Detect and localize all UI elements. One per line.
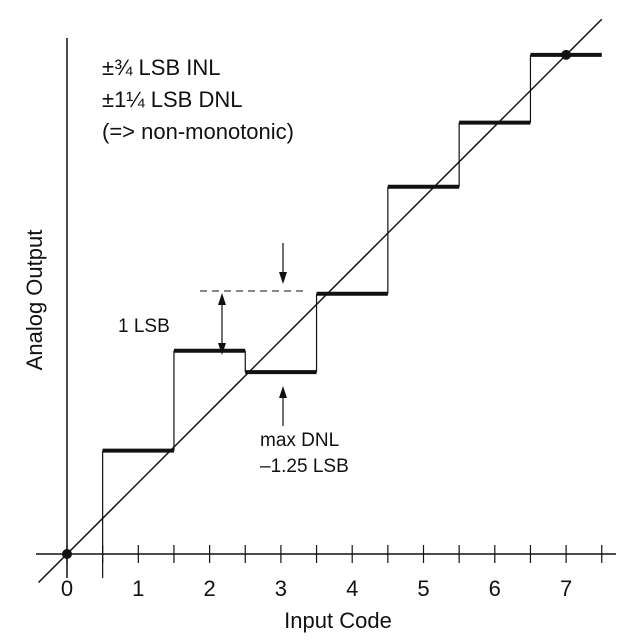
bottom-arrow-head xyxy=(279,386,287,398)
x-tick-label: 3 xyxy=(275,576,287,601)
y-axis-title: Analog Output xyxy=(22,230,47,371)
one-lsb-label: 1 LSB xyxy=(118,316,170,337)
max-dnl-value: –1.25 LSB xyxy=(260,456,349,477)
spec-annotation: ±¾ LSB INL ±1¼ LSB DNL (=> non-monotonic… xyxy=(102,55,294,144)
lsb-arrow-head-up xyxy=(218,293,226,305)
x-axis-title: Input Code xyxy=(284,608,392,633)
top-arrow-head xyxy=(279,272,287,284)
endpoint-dot xyxy=(561,49,572,60)
spec-dnl: ±1¼ LSB DNL xyxy=(102,87,242,112)
endpoint-dot xyxy=(62,549,72,559)
x-tick-label: 6 xyxy=(489,576,501,601)
x-tick-label: 1 xyxy=(132,576,144,601)
ideal-transfer-line xyxy=(37,18,603,584)
x-tick-label: 7 xyxy=(560,576,572,601)
endpoint-markers xyxy=(62,49,572,559)
spec-inl: ±¾ LSB INL xyxy=(102,55,220,80)
one-lsb-annotation: 1 LSB xyxy=(118,243,305,355)
spec-monotonic: (=> non-monotonic) xyxy=(102,119,294,144)
max-dnl-label: max DNL xyxy=(260,430,339,451)
x-tick-label: 2 xyxy=(203,576,215,601)
max-dnl-annotation: max DNL –1.25 LSB xyxy=(260,386,349,477)
x-tick-label: 4 xyxy=(346,576,358,601)
x-ticks xyxy=(66,545,603,563)
x-tick-label: 0 xyxy=(61,576,73,601)
x-tick-labels: 0 1 2 3 4 5 6 7 xyxy=(61,576,572,601)
axes xyxy=(36,38,616,578)
x-tick-label: 5 xyxy=(417,576,429,601)
lsb-arrow-head-down xyxy=(218,343,226,355)
